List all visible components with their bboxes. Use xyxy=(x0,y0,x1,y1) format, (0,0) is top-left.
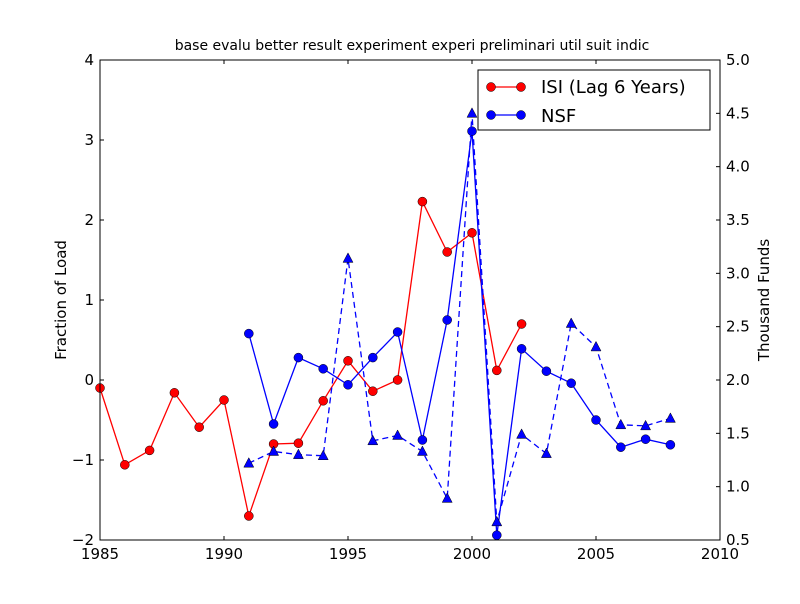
data-point-0 xyxy=(219,395,229,405)
y-tick-label-right: 1.0 xyxy=(726,478,750,496)
data-point-0 xyxy=(194,422,204,432)
data-point-1 xyxy=(566,378,576,388)
series-line-0 xyxy=(99,199,523,519)
data-point-0 xyxy=(516,319,527,329)
y-tick-label-right: 3.0 xyxy=(726,264,750,282)
legend: ISI (Lag 6 Years) NSF xyxy=(477,69,711,131)
y-tick-label-right: 3.5 xyxy=(726,211,750,229)
data-point-2 xyxy=(615,418,627,430)
x-tick-label: 2010 xyxy=(701,545,739,563)
data-point-1 xyxy=(442,315,452,325)
x-tick-label: 1985 xyxy=(81,545,119,563)
data-point-0 xyxy=(244,511,254,521)
y-tick-label-right: 0.5 xyxy=(726,531,750,549)
data-point-1 xyxy=(665,440,676,450)
data-point-1 xyxy=(368,352,378,363)
y-axis-label-right: Thousand Funds xyxy=(755,239,773,362)
data-point-0 xyxy=(293,438,304,448)
data-point-0 xyxy=(144,445,155,456)
y-tick-label-right: 2.5 xyxy=(726,318,750,336)
y-tick-label-left: 0 xyxy=(84,371,94,389)
data-point-2 xyxy=(565,317,577,328)
legend-box xyxy=(477,69,711,131)
data-point-0 xyxy=(120,460,130,470)
legend-label-nsf: NSF xyxy=(541,106,576,127)
data-point-2 xyxy=(540,447,552,458)
data-point-1 xyxy=(268,419,279,429)
x-tick-label: 2005 xyxy=(577,545,615,563)
legend-marker-isi xyxy=(516,82,526,92)
data-point-0 xyxy=(343,356,353,366)
data-point-2 xyxy=(292,448,304,459)
data-point-2 xyxy=(268,445,280,456)
data-point-2 xyxy=(664,412,676,423)
data-point-1 xyxy=(492,530,502,540)
data-point-0 xyxy=(442,247,452,257)
data-point-2 xyxy=(317,449,329,460)
data-point-2 xyxy=(640,419,652,431)
legend-marker-nsf xyxy=(486,110,496,120)
data-point-0 xyxy=(417,196,428,207)
data-point-2 xyxy=(416,445,428,456)
y-axis-label-left: Fraction of Load xyxy=(52,240,70,360)
y-tick-label-right: 1.5 xyxy=(726,424,750,442)
data-point-1 xyxy=(516,344,527,354)
data-point-2 xyxy=(441,492,453,503)
data-point-2 xyxy=(466,107,478,118)
y-tick-label-left: 1 xyxy=(84,291,94,309)
data-point-2 xyxy=(367,434,379,446)
data-point-0 xyxy=(492,365,502,376)
data-point-1 xyxy=(392,327,403,337)
data-point-1 xyxy=(467,126,477,136)
legend-marker-nsf xyxy=(516,110,526,120)
data-point-1 xyxy=(640,434,651,444)
data-point-2 xyxy=(516,428,528,439)
data-point-1 xyxy=(616,442,626,452)
y-tick-label-right: 2.0 xyxy=(726,371,750,389)
chart-title: base evalu better result experiment expe… xyxy=(175,38,650,54)
y-tick-label-left: 2 xyxy=(84,211,94,229)
x-tick-label: 1995 xyxy=(329,545,367,563)
legend-marker-isi xyxy=(486,82,496,92)
series-line-1 xyxy=(248,131,671,536)
data-point-0 xyxy=(169,388,180,398)
y-tick-label-right: 4.0 xyxy=(726,158,750,176)
data-point-1 xyxy=(293,352,304,363)
data-point-2 xyxy=(590,340,602,352)
data-point-1 xyxy=(417,435,428,445)
data-point-0 xyxy=(467,228,477,238)
data-point-2 xyxy=(342,252,354,263)
data-point-0 xyxy=(368,386,378,396)
data-point-2 xyxy=(243,457,255,468)
data-point-0 xyxy=(318,396,328,406)
y-tick-label-left: −1 xyxy=(72,451,94,469)
data-point-1 xyxy=(318,364,328,374)
data-point-2 xyxy=(491,515,503,527)
data-point-2 xyxy=(392,429,404,440)
series-line-2 xyxy=(248,113,671,523)
data-point-1 xyxy=(541,366,552,376)
y-tick-label-right: 4.5 xyxy=(726,104,750,122)
y-tick-label-left: −2 xyxy=(72,531,94,549)
x-tick-label: 1990 xyxy=(205,545,243,563)
x-tick-label: 2000 xyxy=(453,545,491,563)
y-tick-label-left: 3 xyxy=(84,131,94,149)
data-point-1 xyxy=(343,380,353,390)
data-point-1 xyxy=(591,415,601,425)
y-tick-label-left: 4 xyxy=(84,51,94,69)
y-tick-label-right: 5.0 xyxy=(726,51,750,69)
plot-frame xyxy=(99,59,721,541)
data-point-0 xyxy=(392,375,403,385)
data-point-1 xyxy=(244,328,254,339)
legend-label-isi: ISI (Lag 6 Years) xyxy=(541,77,686,98)
